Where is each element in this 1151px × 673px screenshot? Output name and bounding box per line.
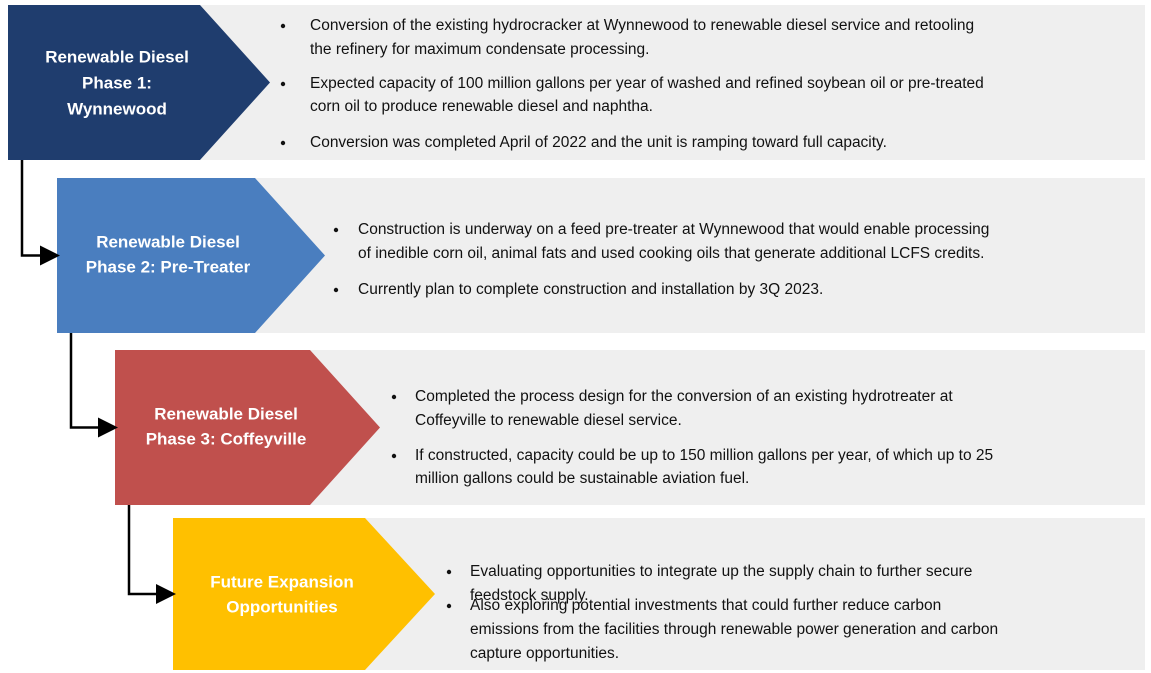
bullet-text: capture opportunities. [470, 645, 619, 662]
bullet-text: Currently plan to complete construction … [358, 281, 823, 298]
bullet-text: Evaluating opportunities to integrate up… [470, 563, 972, 580]
bullet-dot [280, 140, 286, 146]
bullet-dot [391, 453, 397, 459]
phase-chevron [57, 178, 325, 333]
bullet-text: corn oil to produce renewable diesel and… [310, 98, 653, 115]
phase-chevron [115, 350, 380, 505]
phase-title: Phase 2: Pre-Treater [86, 257, 251, 276]
phase-title: Wynnewood [67, 99, 167, 118]
phase-title: Renewable Diesel [154, 404, 298, 423]
bullet-text: feedstock supply. [470, 587, 589, 604]
bullet-text: Conversion of the existing hydrocracker … [310, 17, 974, 34]
bullet-text: If constructed, capacity could be up to … [415, 447, 993, 464]
bullet-text: Coffeyville to renewable diesel service. [415, 412, 682, 429]
bullet-dot [280, 23, 286, 29]
bullet-dot [391, 394, 397, 400]
bullet-text: million gallons could be sustainable avi… [415, 470, 749, 487]
phase-title: Renewable Diesel [45, 47, 189, 66]
bullet-dot [333, 287, 339, 293]
bullet-text: of inedible corn oil, animal fats and us… [358, 245, 984, 262]
bullet-text: Construction is underway on a feed pre-t… [358, 221, 989, 238]
connector-arrow [20, 160, 60, 266]
bullet-text: Conversion was completed April of 2022 a… [310, 134, 887, 151]
phase-chevron [173, 518, 435, 670]
connector-arrow [127, 505, 176, 604]
bullet-text: Expected capacity of 100 million gallons… [310, 75, 984, 92]
bullet-text: emissions from the facilities through re… [470, 621, 998, 638]
bullet-dot [280, 81, 286, 87]
bullet-text: the refinery for maximum condensate proc… [310, 41, 649, 58]
phase-title: Future Expansion [210, 572, 354, 591]
phase-chevron [8, 5, 270, 160]
connector-arrow [69, 333, 118, 438]
phase-title: Opportunities [226, 597, 337, 616]
phase-title: Phase 1: [82, 73, 152, 92]
phase-title: Phase 3: Coffeyville [146, 429, 307, 448]
bullet-text: Also exploring potential investments tha… [470, 597, 941, 614]
phase-title: Renewable Diesel [96, 232, 240, 251]
bullet-dot [446, 603, 452, 609]
bullet-dot [446, 569, 452, 575]
bullet-dot [333, 227, 339, 233]
bullet-text: Completed the process design for the con… [415, 388, 953, 405]
